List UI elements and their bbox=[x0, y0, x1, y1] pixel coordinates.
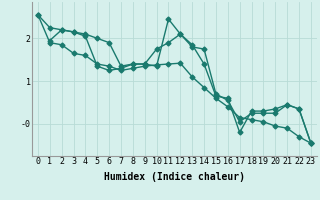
X-axis label: Humidex (Indice chaleur): Humidex (Indice chaleur) bbox=[104, 172, 245, 182]
